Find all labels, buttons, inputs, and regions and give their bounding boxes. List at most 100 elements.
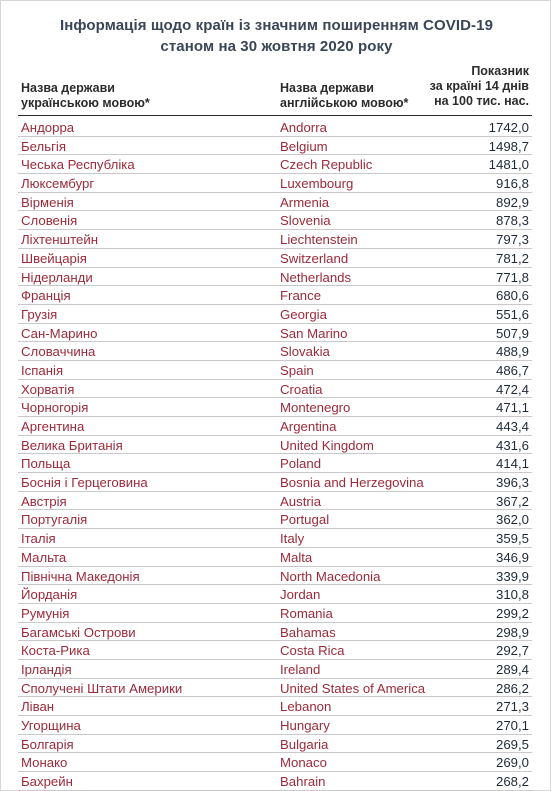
incidence-value: 414,1	[495, 456, 529, 472]
incidence-value: 367,2	[495, 493, 529, 509]
table-row: Хорватія Croatia 472,4	[18, 380, 532, 399]
incidence-value: 892,9	[495, 194, 529, 210]
country-name-english: Switzerland	[280, 250, 349, 266]
incidence-value: 299,2	[495, 605, 529, 621]
incidence-value: 471,1	[495, 400, 529, 416]
incidence-value: 289,4	[495, 661, 529, 677]
country-table: Андорра Andorra 1742,0 Бельгія Belgium 1498,7…	[18, 118, 532, 791]
country-name-english: Georgia	[280, 306, 327, 322]
country-name-ukrainian: Польща	[21, 456, 71, 472]
country-name-english: Montenegro	[280, 400, 351, 416]
table-row: Румунія Romania 299,2	[18, 604, 532, 623]
table-row: Монако Monaco 269,0	[18, 753, 532, 773]
country-name-ukrainian: Австрія	[21, 493, 67, 509]
table-row: Північна Македонія North Macedonia 339,9	[18, 567, 532, 586]
country-name-ukrainian: Північна Македонія	[21, 568, 140, 584]
country-name-english: United Kingdom	[280, 437, 374, 453]
header-en-line-2: англійською мовою*	[280, 96, 409, 110]
table-row: Грузія Georgia 551,6	[18, 305, 532, 324]
country-name-english: Hungary	[280, 718, 330, 733]
incidence-value: 878,3	[495, 213, 529, 229]
table-row: Словенія Slovenia 878,3	[18, 211, 532, 231]
country-name-ukrainian: Італія	[21, 531, 56, 547]
country-name-ukrainian: Словаччина	[21, 344, 96, 360]
country-name-ukrainian: Сан-Марино	[21, 325, 98, 341]
country-name-ukrainian: Сполучені Штати Америки	[21, 680, 183, 696]
incidence-value: 1742,0	[488, 120, 529, 135]
header-divider	[18, 115, 532, 116]
table-row: Ліван Lebanon 271,3	[18, 697, 532, 716]
header-ua-line-2: українською мовою*	[21, 96, 150, 110]
country-name-ukrainian: Монако	[21, 755, 68, 771]
country-name-english: Jordan	[280, 587, 321, 603]
incidence-value: 396,3	[495, 475, 529, 491]
country-name-english: Luxembourg	[280, 176, 354, 192]
incidence-value: 362,0	[495, 512, 529, 528]
country-name-ukrainian: Хорватія	[21, 381, 75, 397]
country-name-ukrainian: Угорщина	[21, 718, 81, 733]
country-name-english: Bosnia and Herzegovina	[280, 475, 424, 491]
table-row: Болгарія Bulgaria 269,5	[18, 735, 532, 754]
table-row: Чорногорія Montenegro 471,1	[18, 398, 532, 417]
table-row: Андорра Andorra 1742,0	[18, 118, 532, 137]
incidence-value: 472,4	[495, 381, 529, 397]
incidence-value: 507,9	[495, 325, 529, 341]
incidence-value: 771,8	[495, 269, 529, 285]
country-name-ukrainian: Коста-Рика	[21, 643, 90, 659]
country-name-ukrainian: Вірменія	[21, 194, 74, 210]
incidence-value: 781,2	[495, 250, 529, 266]
table-row: Іспанія Spain 486,7	[18, 361, 532, 380]
incidence-value: 270,1	[495, 718, 529, 733]
table-row: Багамські Острови Bahamas 298,9	[18, 623, 532, 642]
table-row: Аргентина Argentina 443,4	[18, 417, 532, 436]
title-line-1: Інформація щодо країн із значним поширен…	[59, 17, 494, 34]
country-name-ukrainian: Багамські Острови	[21, 624, 136, 640]
country-name-english: Lebanon	[280, 699, 332, 715]
country-name-ukrainian: Андорра	[21, 120, 75, 135]
incidence-value: 268,2	[495, 774, 529, 790]
country-name-english: Ireland	[280, 661, 321, 677]
country-name-english: Slovenia	[280, 213, 331, 229]
country-name-english: Slovakia	[280, 344, 330, 360]
country-name-english: Spain	[280, 362, 314, 378]
column-header-indicator: Показник за країні 14 днів на 100 тис. н…	[430, 64, 529, 109]
table-row: Бельгія Belgium 1498,7	[18, 137, 532, 156]
country-name-ukrainian: Ірландія	[21, 661, 72, 677]
country-name-english: Austria	[280, 493, 322, 509]
country-name-english: Portugal	[280, 512, 330, 528]
country-name-english: Liechtenstein	[280, 232, 358, 248]
table-row: Сполучені Штати Америки United States of …	[18, 679, 532, 698]
incidence-value: 310,8	[495, 587, 529, 603]
header-val-line-3: на 100 тис. нас.	[434, 94, 529, 108]
country-name-english: Czech Republic	[280, 157, 373, 173]
country-name-english: Poland	[280, 456, 322, 472]
country-name-english: Armenia	[280, 194, 330, 210]
table-row: Коста-Рика Costa Rica 292,7	[18, 641, 532, 660]
table-row: Бахрейн Bahrain 268,2	[18, 772, 532, 791]
country-name-english: Romania	[280, 605, 333, 621]
country-name-english: Bulgaria	[280, 736, 329, 752]
country-name-english: Costa Rica	[280, 643, 345, 659]
document-title: Інформація щодо країн із значним поширен…	[1, 15, 551, 57]
country-name-english: Argentina	[280, 419, 337, 434]
header-ua-line-1: Назва держави	[21, 81, 115, 95]
country-name-ukrainian: Люксембург	[21, 176, 95, 192]
incidence-value: 680,6	[495, 288, 529, 304]
country-name-english: North Macedonia	[280, 568, 381, 584]
table-row: Чеська Республіка Czech Republic 1481,0	[18, 155, 532, 175]
incidence-value: 488,9	[495, 344, 529, 360]
country-name-english: San Marino	[280, 325, 348, 341]
country-name-ukrainian: Франція	[21, 288, 71, 304]
table-row: Ірландія Ireland 289,4	[18, 660, 532, 679]
incidence-value: 551,6	[495, 306, 529, 322]
country-name-ukrainian: Чеська Республіка	[21, 157, 135, 173]
country-name-ukrainian: Ліван	[21, 699, 55, 715]
header-val-line-2: за країні 14 днів	[429, 79, 529, 93]
country-name-ukrainian: Іспанія	[21, 362, 64, 378]
incidence-value: 1498,7	[488, 138, 529, 154]
country-name-ukrainian: Бельгія	[21, 138, 66, 154]
country-name-english: Bahamas	[280, 624, 336, 640]
incidence-value: 292,7	[495, 643, 529, 659]
country-name-ukrainian: Нідерланди	[21, 269, 93, 285]
